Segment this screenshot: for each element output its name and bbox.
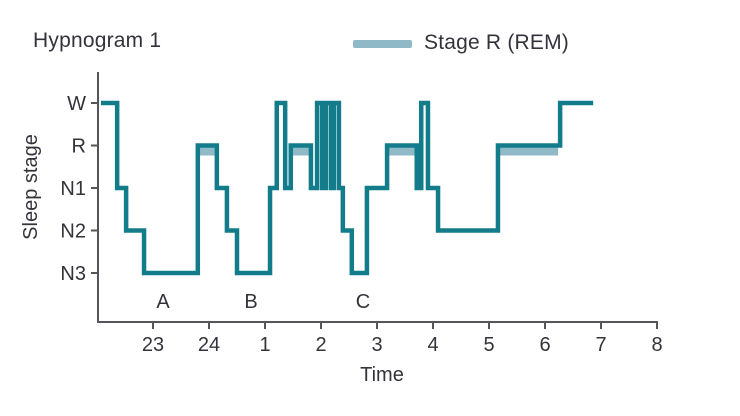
- x-tick-label: 6: [539, 334, 550, 356]
- rem-shading: [499, 147, 559, 156]
- y-tick-label: W: [67, 93, 86, 115]
- x-tick-label: 4: [427, 334, 438, 356]
- legend-rem-swatch: [353, 40, 412, 48]
- x-tick-label: 5: [483, 334, 494, 356]
- x-axis-title: Time: [360, 364, 404, 386]
- rem-shading: [292, 147, 309, 156]
- x-tick-label: 8: [651, 334, 662, 356]
- rem-shading: [199, 147, 215, 156]
- legend: Stage R (REM): [353, 31, 569, 55]
- chart-title: Hypnogram 1: [33, 29, 162, 52]
- x-tick-label: 7: [595, 334, 606, 356]
- hypnogram-line: [100, 100, 594, 276]
- x-tick-label: 1: [259, 334, 270, 356]
- annotation-label: A: [156, 291, 170, 313]
- x-tick-label: 2: [315, 334, 326, 356]
- annotation-label: C: [356, 291, 370, 313]
- y-tick-label: N1: [60, 178, 86, 200]
- y-tick-label: N3: [60, 263, 86, 285]
- y-tick-label: N2: [60, 221, 86, 243]
- y-axis-title: Sleep stage: [20, 134, 42, 240]
- x-tick-label: 23: [142, 334, 164, 356]
- annotation-label: B: [244, 291, 257, 313]
- legend-rem-label: Stage R (REM): [424, 31, 569, 54]
- y-tick-label: R: [72, 136, 86, 158]
- rem-shading: [389, 147, 415, 156]
- x-tick-label: 24: [198, 334, 220, 356]
- x-tick-label: 3: [371, 334, 382, 356]
